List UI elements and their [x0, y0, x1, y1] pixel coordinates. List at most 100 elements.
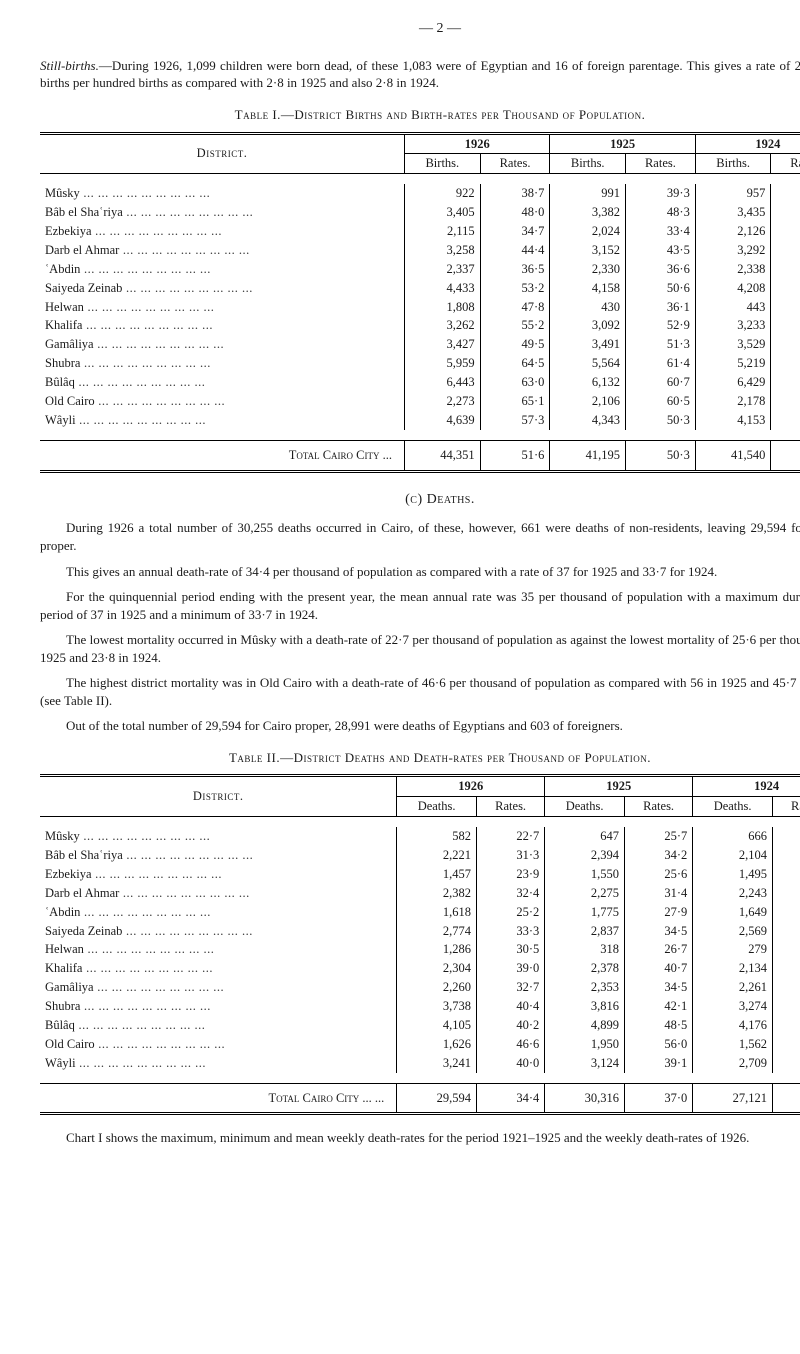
- total-label: Total Cairo City ... ...: [40, 1083, 397, 1114]
- rate-cell: 50·3: [626, 411, 696, 430]
- table-row: Old Cairo1,62646·61,95056·01,56245·7: [40, 1035, 800, 1054]
- rate-cell: 51·3: [626, 335, 696, 354]
- count-cell: 279: [693, 940, 773, 959]
- table-row: Saiyeda Zeinab4,43353·24,15850·64,20852·…: [40, 279, 800, 298]
- deaths-p1: During 1926 a total number of 30,255 dea…: [40, 519, 800, 554]
- table-row: Ezbekiya1,45723·91,55025·61,49525·0: [40, 865, 800, 884]
- count-cell: 3,491: [550, 335, 626, 354]
- intro-paragraph: Still-births.—During 1926, 1,099 childre…: [40, 57, 800, 92]
- count-cell: 3,274: [693, 997, 773, 1016]
- rate-cell: 31·4: [772, 884, 800, 903]
- intro-text: —During 1926, 1,099 children were born d…: [40, 58, 800, 91]
- district-name: Saiyeda Zeinab: [40, 922, 397, 941]
- count-cell: 3,124: [545, 1054, 625, 1073]
- rate-cell: 60·5: [626, 392, 696, 411]
- rate-cell: 33·4: [626, 222, 696, 241]
- count-cell: 922: [405, 184, 481, 203]
- table-row: Bûlâq4,10540·24,89948·54,17642·3: [40, 1016, 800, 1035]
- count-cell: 1,562: [693, 1035, 773, 1054]
- district-name: Khalifa: [40, 959, 397, 978]
- table2-sub-deaths-26: Deaths.: [397, 797, 477, 817]
- rate-cell: 37·2: [771, 260, 800, 279]
- rate-cell: 37·9: [771, 298, 800, 317]
- rate-cell: 56·0: [624, 1035, 692, 1054]
- rate-cell: 52·1: [771, 279, 800, 298]
- rate-cell: 55·2: [480, 316, 550, 335]
- district-name: Helwan: [40, 940, 397, 959]
- rate-cell: 45·7: [772, 1035, 800, 1054]
- table1-sub-births-24: Births.: [695, 154, 771, 174]
- rate-cell: 33·3: [476, 922, 544, 941]
- table-row: Darb el Ahmar2,38232·42,27531·42,24331·4: [40, 884, 800, 903]
- rate-cell: 58·9: [771, 354, 800, 373]
- total-rate: 50·3: [626, 440, 696, 471]
- total-row: Total Cairo City ... ...29,59434·430,316…: [40, 1083, 800, 1114]
- rate-cell: 26·2: [772, 903, 800, 922]
- total-rate: 33·7: [772, 1083, 800, 1114]
- count-cell: 4,208: [695, 279, 771, 298]
- count-cell: 2,338: [695, 260, 771, 279]
- rate-cell: 40·7: [624, 959, 692, 978]
- table-row: Darb el Ahmar3,25844·43,15243·53,29246·0: [40, 241, 800, 260]
- count-cell: 1,286: [397, 940, 477, 959]
- table2-caption: Table II.—District Deaths and Death-rate…: [40, 749, 800, 767]
- district-name: Bâb el Shaʿriya: [40, 203, 405, 222]
- count-cell: 2,024: [550, 222, 626, 241]
- rate-cell: 48·0: [480, 203, 550, 222]
- count-cell: 2,569: [693, 922, 773, 941]
- table2-year-1924: 1924: [693, 776, 800, 797]
- count-cell: 647: [545, 827, 625, 846]
- table-row: Khalifa3,26255·23,09252·93,23356·4: [40, 316, 800, 335]
- count-cell: 4,158: [550, 279, 626, 298]
- table2-sub-deaths-24: Deaths.: [693, 797, 773, 817]
- count-cell: 2,330: [550, 260, 626, 279]
- count-cell: 2,337: [405, 260, 481, 279]
- table-row: Mûsky58222·764725·766627·7: [40, 827, 800, 846]
- district-name: Ezbekiya: [40, 865, 397, 884]
- table-row: Saiyeda Zeinab2,77433·32,83734·52,56931·…: [40, 922, 800, 941]
- count-cell: 1,626: [397, 1035, 477, 1054]
- table-row: ʿAbdin2,33736·52,33036·62,33837·2: [40, 260, 800, 279]
- district-name: Saiyeda Zeinab: [40, 279, 405, 298]
- deaths-p3: For the quinquennial period ending with …: [40, 588, 800, 623]
- table2-sub-rates-25: Rates.: [624, 797, 692, 817]
- count-cell: 666: [693, 827, 773, 846]
- count-cell: 443: [695, 298, 771, 317]
- rate-cell: 53·0: [771, 411, 800, 430]
- count-cell: 2,221: [397, 846, 477, 865]
- district-name: Old Cairo: [40, 392, 405, 411]
- district-name: Gamâliya: [40, 978, 397, 997]
- count-cell: 1,618: [397, 903, 477, 922]
- rate-cell: 46·6: [476, 1035, 544, 1054]
- count-cell: 582: [397, 827, 477, 846]
- count-cell: 4,105: [397, 1016, 477, 1035]
- table-row: Gamâliya2,26032·72,35334·52,26133·8: [40, 978, 800, 997]
- rate-cell: 61·4: [626, 354, 696, 373]
- count-cell: 2,115: [405, 222, 481, 241]
- rate-cell: 36·9: [772, 997, 800, 1016]
- district-name: Old Cairo: [40, 1035, 397, 1054]
- rate-cell: 34·2: [624, 846, 692, 865]
- count-cell: 4,639: [405, 411, 481, 430]
- table2-sub-rates-26: Rates.: [476, 797, 544, 817]
- rate-cell: 52·9: [626, 316, 696, 335]
- rate-cell: 27·7: [772, 827, 800, 846]
- rate-cell: 34·5: [624, 922, 692, 941]
- count-cell: 5,564: [550, 354, 626, 373]
- count-cell: 3,233: [695, 316, 771, 335]
- count-cell: 6,132: [550, 373, 626, 392]
- rate-cell: 23·8: [772, 940, 800, 959]
- count-cell: 1,775: [545, 903, 625, 922]
- count-cell: 6,443: [405, 373, 481, 392]
- rate-cell: 35·5: [771, 222, 800, 241]
- district-name: Helwan: [40, 298, 405, 317]
- count-cell: 1,950: [545, 1035, 625, 1054]
- district-name: Wâyli: [40, 411, 405, 430]
- count-cell: 1,649: [693, 903, 773, 922]
- count-cell: 957: [695, 184, 771, 203]
- count-cell: 991: [550, 184, 626, 203]
- rate-cell: 36·1: [626, 298, 696, 317]
- rate-cell: 65·1: [771, 373, 800, 392]
- rate-cell: 64·5: [480, 354, 550, 373]
- table-row: ʿAbdin1,61825·21,77527·91,64926·2: [40, 903, 800, 922]
